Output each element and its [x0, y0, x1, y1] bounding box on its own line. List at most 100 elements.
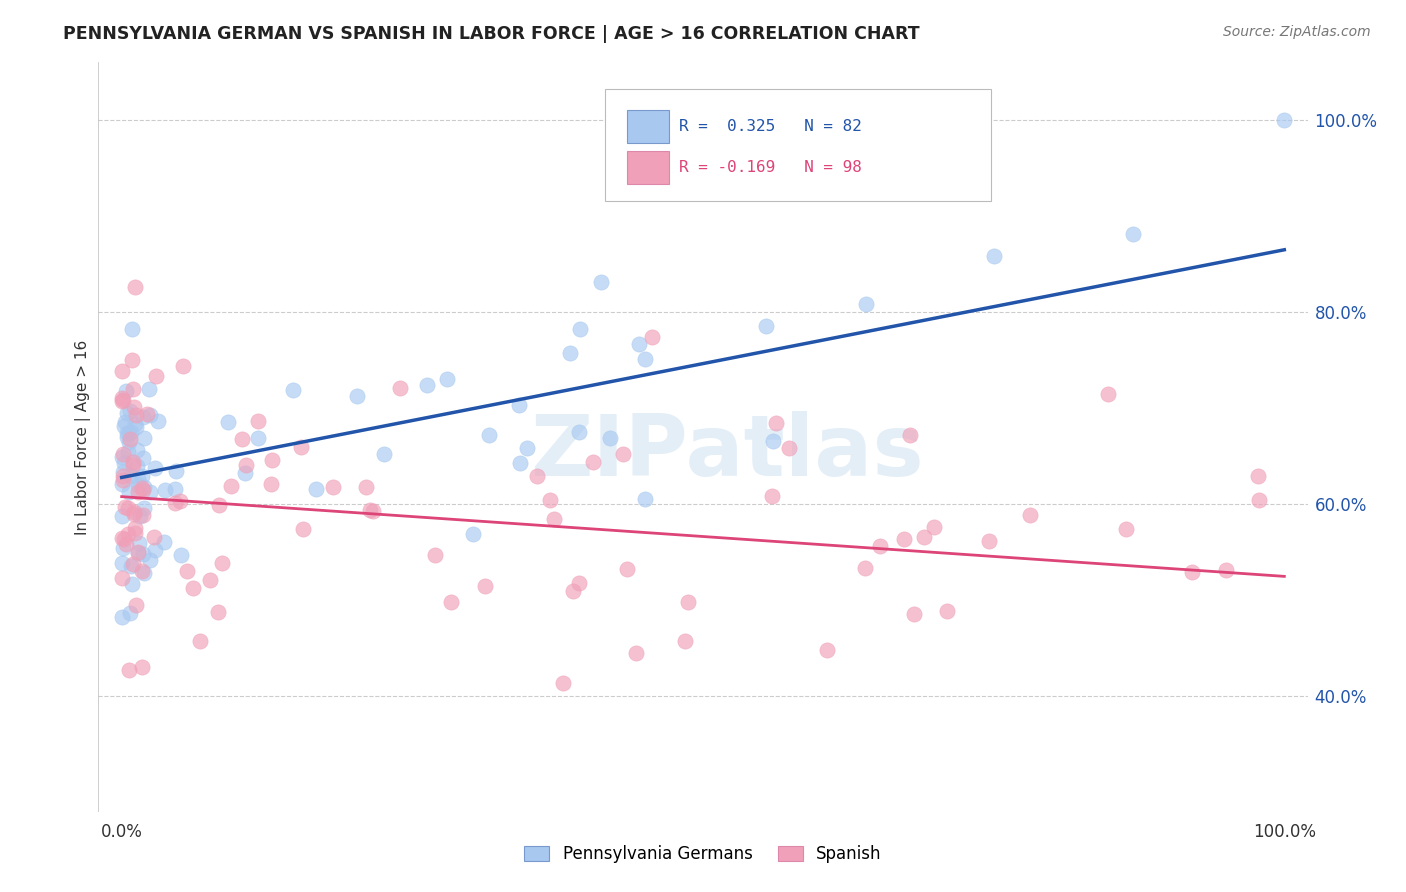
- Point: [169, 493, 191, 508]
- Point: [134, 431, 156, 445]
- Point: [132, 480, 155, 494]
- Point: [121, 458, 143, 472]
- Point: [262, 453, 284, 467]
- Point: [127, 546, 149, 560]
- Point: [198, 573, 221, 587]
- Point: [217, 416, 239, 430]
- Point: [114, 532, 136, 546]
- Point: [641, 330, 664, 344]
- Point: [143, 530, 166, 544]
- Point: [112, 456, 135, 470]
- Point: [361, 504, 384, 518]
- Point: [139, 408, 162, 422]
- Point: [127, 545, 149, 559]
- Text: PENNSYLVANIA GERMAN VS SPANISH IN LABOR FORCE | AGE > 16 CORRELATION CHART: PENNSYLVANIA GERMAN VS SPANISH IN LABOR …: [63, 25, 920, 43]
- Point: [122, 382, 145, 396]
- Point: [111, 469, 134, 483]
- Point: [235, 458, 257, 472]
- Point: [815, 642, 838, 657]
- Point: [633, 491, 655, 506]
- Point: [125, 599, 148, 613]
- Point: [423, 548, 446, 562]
- Point: [538, 493, 561, 508]
- Point: [118, 606, 141, 620]
- Point: [246, 431, 269, 445]
- Point: [118, 663, 141, 677]
- Point: [359, 502, 381, 516]
- Point: [111, 392, 134, 406]
- Point: [127, 484, 149, 499]
- Point: [111, 532, 134, 546]
- Point: [1019, 508, 1042, 523]
- Point: [612, 447, 634, 461]
- Point: [207, 605, 229, 619]
- Point: [118, 425, 141, 440]
- Point: [132, 547, 155, 561]
- Point: [869, 540, 891, 554]
- Point: [354, 480, 377, 494]
- Legend: Pennsylvania Germans, Spanish: Pennsylvania Germans, Spanish: [524, 846, 882, 863]
- Point: [122, 400, 145, 414]
- Point: [478, 428, 501, 442]
- Point: [259, 476, 281, 491]
- Point: [1097, 386, 1119, 401]
- Point: [526, 468, 548, 483]
- Point: [131, 468, 153, 483]
- Point: [568, 425, 591, 439]
- Point: [1181, 565, 1204, 579]
- Point: [145, 369, 167, 384]
- Text: R =  0.325   N = 82: R = 0.325 N = 82: [679, 119, 862, 134]
- Point: [122, 507, 145, 521]
- Point: [118, 485, 141, 500]
- Point: [1272, 113, 1295, 128]
- Point: [111, 556, 134, 570]
- Point: [172, 359, 194, 374]
- Point: [121, 576, 143, 591]
- Point: [290, 441, 312, 455]
- Point: [627, 336, 650, 351]
- Point: [131, 660, 153, 674]
- Point: [111, 447, 134, 461]
- Point: [112, 418, 135, 433]
- Point: [115, 426, 138, 441]
- Point: [121, 455, 143, 469]
- Point: [233, 467, 256, 481]
- Point: [543, 512, 565, 526]
- Point: [761, 489, 783, 503]
- Point: [120, 433, 142, 447]
- Point: [124, 279, 146, 293]
- Point: [143, 461, 166, 475]
- Point: [765, 416, 787, 430]
- Point: [231, 432, 253, 446]
- Point: [120, 559, 142, 574]
- Point: [673, 633, 696, 648]
- Point: [388, 381, 411, 395]
- Point: [163, 496, 186, 510]
- Point: [124, 521, 146, 535]
- Point: [208, 498, 231, 512]
- Point: [1115, 523, 1137, 537]
- Point: [1247, 493, 1270, 508]
- Point: [1215, 563, 1237, 577]
- Point: [463, 527, 485, 541]
- Point: [111, 571, 134, 585]
- Point: [558, 346, 581, 360]
- Point: [983, 249, 1005, 263]
- Point: [1247, 469, 1270, 483]
- Point: [111, 393, 134, 408]
- Point: [165, 464, 187, 478]
- Point: [474, 579, 496, 593]
- Point: [111, 610, 134, 624]
- Point: [153, 535, 176, 549]
- Point: [508, 398, 530, 412]
- Point: [508, 456, 530, 470]
- Point: [111, 508, 134, 523]
- Text: R = -0.169   N = 98: R = -0.169 N = 98: [679, 160, 862, 175]
- Point: [146, 414, 169, 428]
- Point: [176, 564, 198, 578]
- Point: [115, 537, 138, 551]
- Point: [122, 557, 145, 571]
- Point: [893, 532, 915, 546]
- Point: [624, 646, 647, 660]
- Point: [124, 417, 146, 431]
